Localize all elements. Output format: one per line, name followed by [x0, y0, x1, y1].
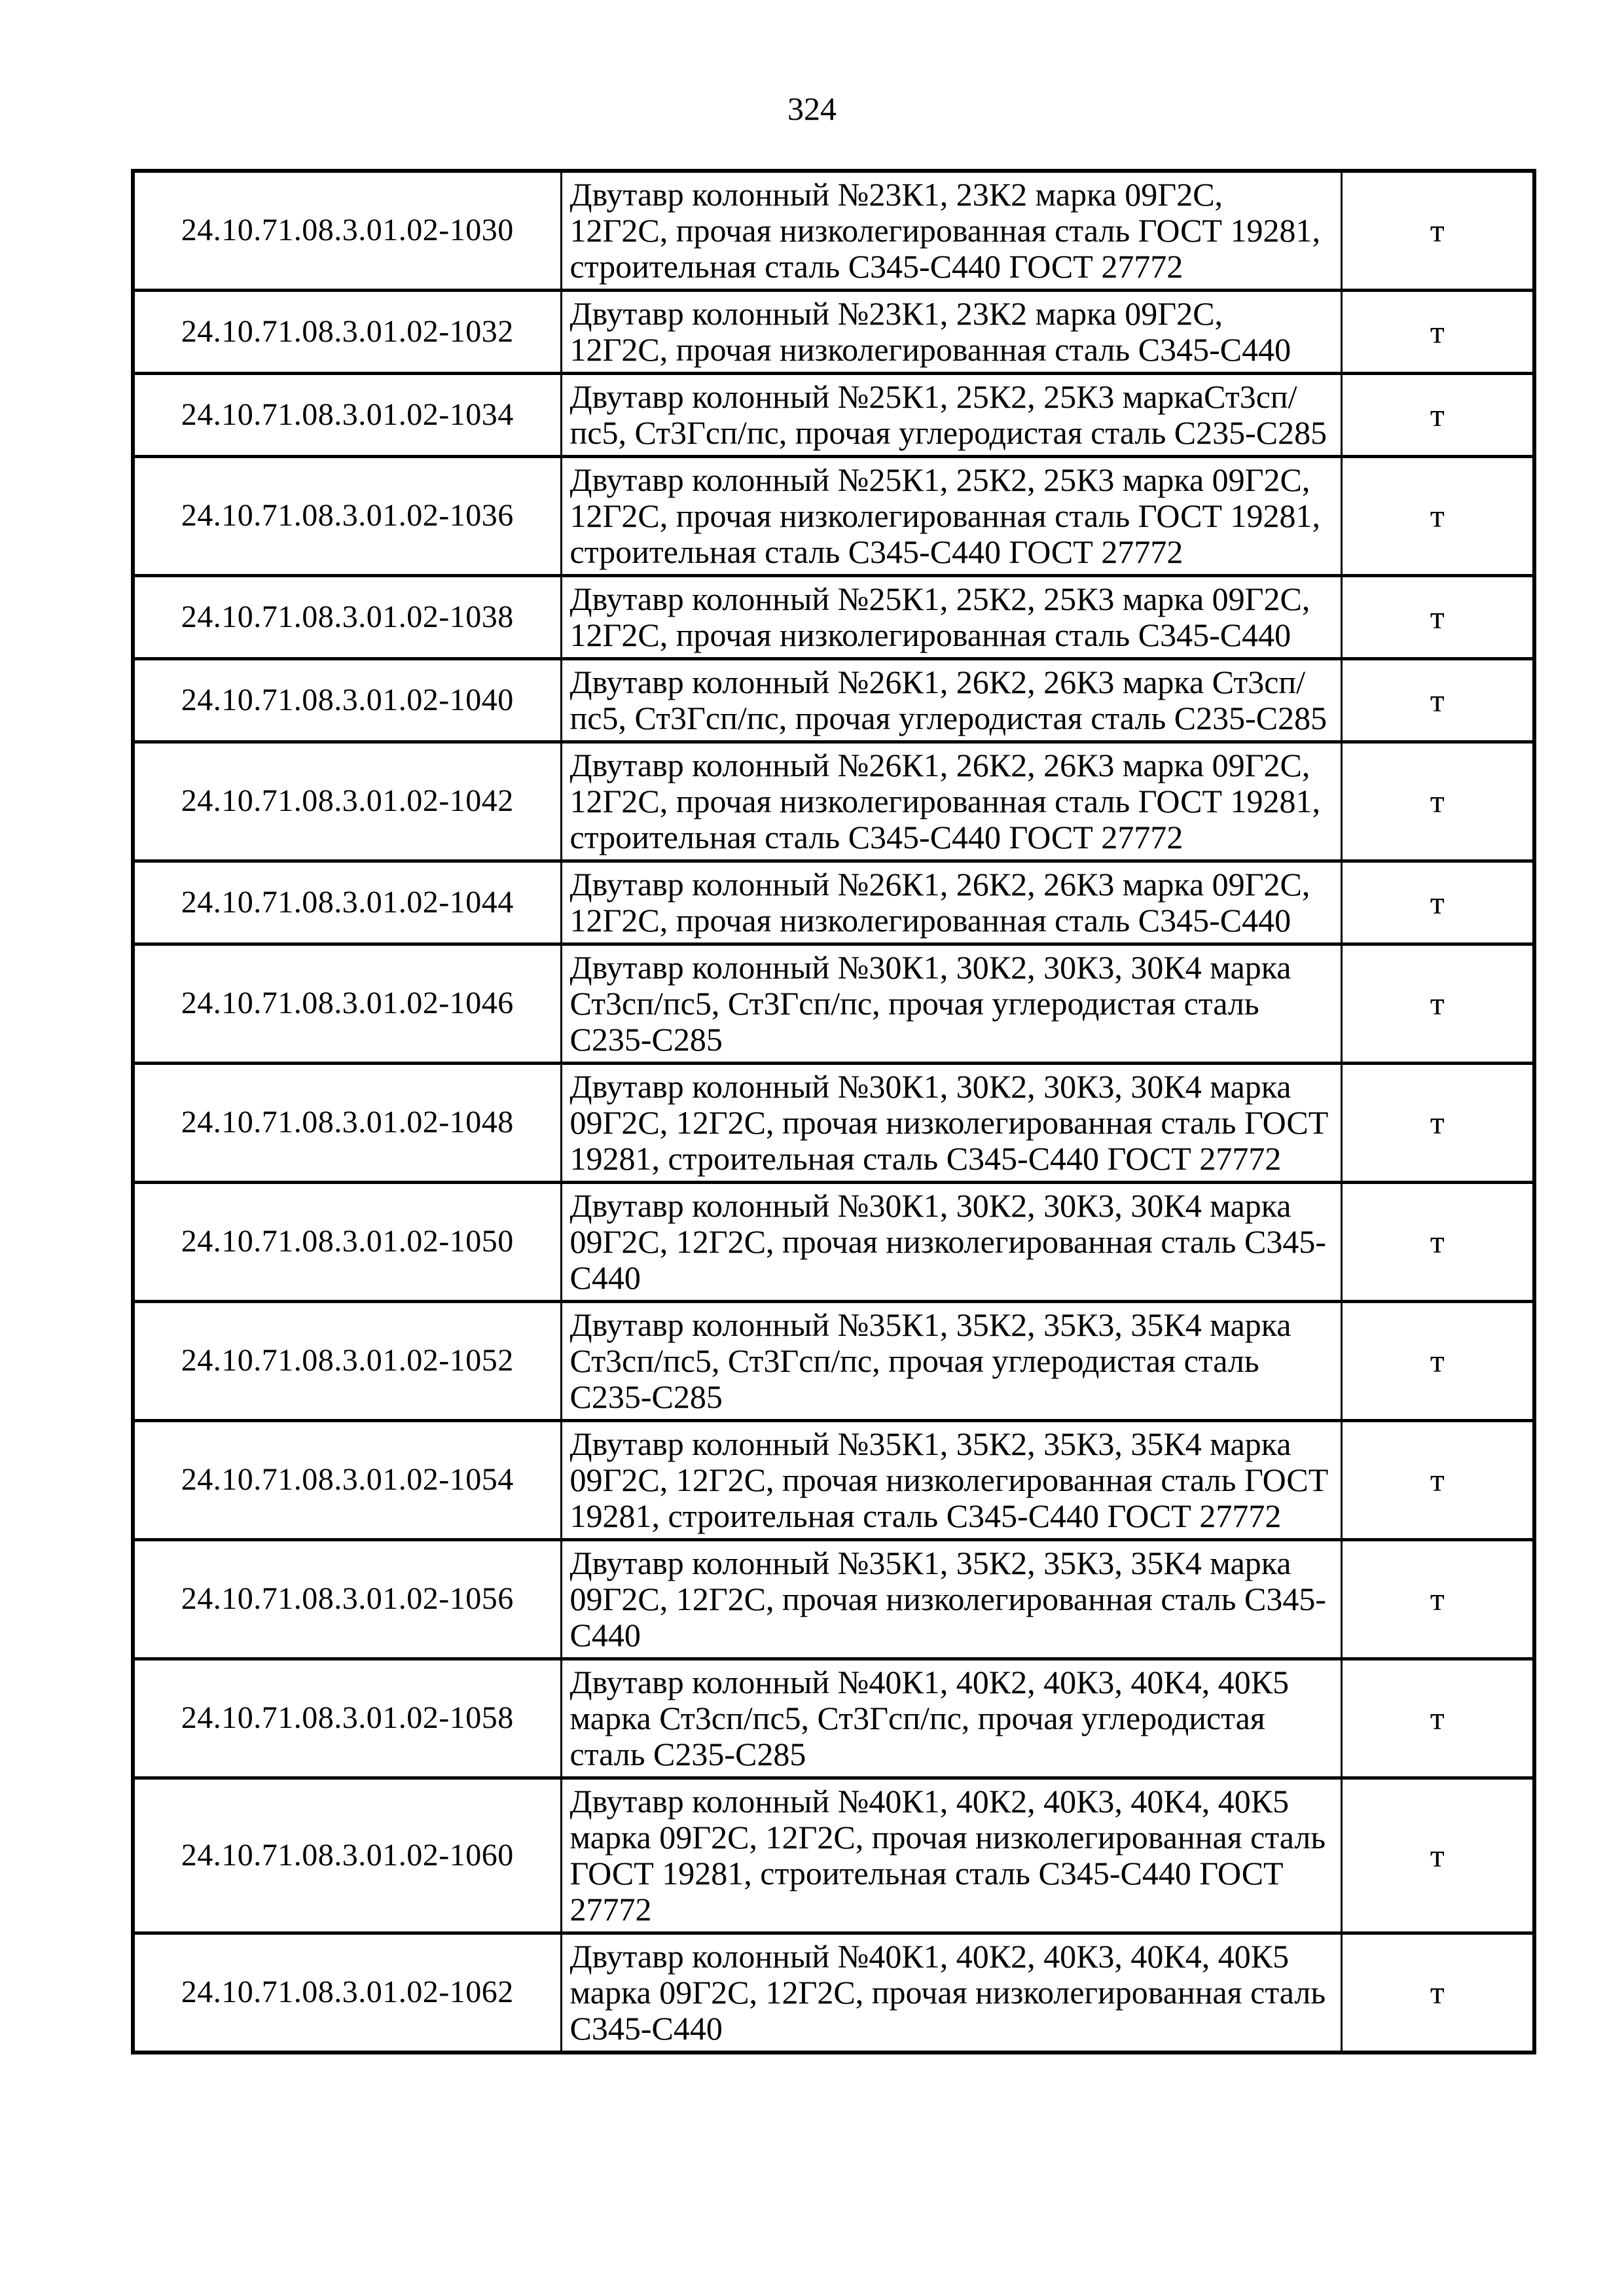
- table-row: 24.10.71.08.3.01.02-1060 Двутавр колонны…: [132, 1776, 1536, 1935]
- code-cell: 24.10.71.08.3.01.02-1054: [132, 1419, 562, 1541]
- code-cell: 24.10.71.08.3.01.02-1038: [132, 574, 562, 660]
- unit-cell: т: [1340, 1419, 1536, 1541]
- page-number: 324: [787, 90, 837, 127]
- description-cell: Двутавр колонный №35К1, 35К2, 35К3, 35К4…: [560, 1538, 1343, 1660]
- unit-cell: т: [1340, 289, 1536, 375]
- description-cell: Двутавр колонный №26К1, 26К2, 26К3 марка…: [560, 859, 1343, 946]
- table-row: 24.10.71.08.3.01.02-1044 Двутавр колонны…: [132, 859, 1536, 946]
- code-cell: 24.10.71.08.3.01.02-1060: [132, 1776, 562, 1935]
- code-cell: 24.10.71.08.3.01.02-1044: [132, 859, 562, 946]
- table-row: 24.10.71.08.3.01.02-1036 Двутавр колонны…: [132, 455, 1536, 577]
- code-cell: 24.10.71.08.3.01.02-1046: [132, 942, 562, 1065]
- code-cell: 24.10.71.08.3.01.02-1042: [132, 740, 562, 863]
- unit-cell: т: [1340, 1300, 1536, 1422]
- code-cell: 24.10.71.08.3.01.02-1056: [132, 1538, 562, 1660]
- unit-cell: т: [1340, 1931, 1536, 2054]
- table-row: 24.10.71.08.3.01.02-1038 Двутавр колонны…: [132, 574, 1536, 660]
- unit-cell: т: [1340, 657, 1536, 744]
- table-row: 24.10.71.08.3.01.02-1034 Двутавр колонны…: [132, 372, 1536, 458]
- table-row: 24.10.71.08.3.01.02-1030 Двутавр колонны…: [132, 169, 1536, 292]
- code-cell: 24.10.71.08.3.01.02-1052: [132, 1300, 562, 1422]
- code-cell: 24.10.71.08.3.01.02-1062: [132, 1931, 562, 2054]
- description-cell: Двутавр колонный №23К1, 23К2 марка 09Г2С…: [560, 289, 1343, 375]
- description-cell: Двутавр колонный №26К1, 26К2, 26К3 марка…: [560, 740, 1343, 863]
- code-cell: 24.10.71.08.3.01.02-1034: [132, 372, 562, 458]
- table-row: 24.10.71.08.3.01.02-1052 Двутавр колонны…: [132, 1300, 1536, 1422]
- table-row: 24.10.71.08.3.01.02-1042 Двутавр колонны…: [132, 740, 1536, 863]
- unit-cell: т: [1340, 372, 1536, 458]
- unit-cell: т: [1340, 169, 1536, 292]
- code-cell: 24.10.71.08.3.01.02-1058: [132, 1657, 562, 1780]
- description-cell: Двутавр колонный №35К1, 35К2, 35К3, 35К4…: [560, 1300, 1343, 1422]
- code-cell: 24.10.71.08.3.01.02-1040: [132, 657, 562, 744]
- code-cell: 24.10.71.08.3.01.02-1050: [132, 1181, 562, 1303]
- unit-cell: т: [1340, 574, 1536, 660]
- table-row: 24.10.71.08.3.01.02-1050 Двутавр колонны…: [132, 1181, 1536, 1303]
- unit-cell: т: [1340, 455, 1536, 577]
- table-row: 24.10.71.08.3.01.02-1062 Двутавр колонны…: [132, 1931, 1536, 2054]
- unit-cell: т: [1340, 1657, 1536, 1780]
- code-cell: 24.10.71.08.3.01.02-1036: [132, 455, 562, 577]
- description-cell: Двутавр колонный №26К1, 26К2, 26К3 марка…: [560, 657, 1343, 744]
- table-row: 24.10.71.08.3.01.02-1056 Двутавр колонны…: [132, 1538, 1536, 1660]
- table-row: 24.10.71.08.3.01.02-1054 Двутавр колонны…: [132, 1419, 1536, 1541]
- unit-cell: т: [1340, 1181, 1536, 1303]
- description-cell: Двутавр колонный №25К1, 25К2, 25К3 марка…: [560, 574, 1343, 660]
- description-cell: Двутавр колонный №30К1, 30К2, 30К3, 30К4…: [560, 942, 1343, 1065]
- table-row: 24.10.71.08.3.01.02-1032 Двутавр колонны…: [132, 289, 1536, 375]
- unit-cell: т: [1340, 740, 1536, 863]
- description-cell: Двутавр колонный №30К1, 30К2, 30К3, 30К4…: [560, 1062, 1343, 1184]
- description-cell: Двутавр колонный №40К1, 40К2, 40К3, 40К4…: [560, 1931, 1343, 2054]
- description-cell: Двутавр колонный №25К1, 25К2, 25К3 марка…: [560, 455, 1343, 577]
- description-cell: Двутавр колонный №30К1, 30К2, 30К3, 30К4…: [560, 1181, 1343, 1303]
- table-row: 24.10.71.08.3.01.02-1040 Двутавр колонны…: [132, 657, 1536, 744]
- description-cell: Двутавр колонный №40К1, 40К2, 40К3, 40К4…: [560, 1776, 1343, 1935]
- unit-cell: т: [1340, 942, 1536, 1065]
- code-cell: 24.10.71.08.3.01.02-1048: [132, 1062, 562, 1184]
- unit-cell: т: [1340, 1538, 1536, 1660]
- code-cell: 24.10.71.08.3.01.02-1030: [132, 169, 562, 292]
- table-row: 24.10.71.08.3.01.02-1046 Двутавр колонны…: [132, 942, 1536, 1065]
- unit-cell: т: [1340, 859, 1536, 946]
- description-cell: Двутавр колонный №25К1, 25К2, 25К3 марка…: [560, 372, 1343, 458]
- description-cell: Двутавр колонный №40К1, 40К2, 40К3, 40К4…: [560, 1657, 1343, 1780]
- table-row: 24.10.71.08.3.01.02-1048 Двутавр колонны…: [132, 1062, 1536, 1184]
- table-row: 24.10.71.08.3.01.02-1058 Двутавр колонны…: [132, 1657, 1536, 1780]
- materials-catalog-table: 24.10.71.08.3.01.02-1030 Двутавр колонны…: [131, 169, 1536, 2054]
- code-cell: 24.10.71.08.3.01.02-1032: [132, 289, 562, 375]
- unit-cell: т: [1340, 1062, 1536, 1184]
- unit-cell: т: [1340, 1776, 1536, 1935]
- description-cell: Двутавр колонный №23К1, 23К2 марка 09Г2С…: [560, 169, 1343, 292]
- description-cell: Двутавр колонный №35К1, 35К2, 35К3, 35К4…: [560, 1419, 1343, 1541]
